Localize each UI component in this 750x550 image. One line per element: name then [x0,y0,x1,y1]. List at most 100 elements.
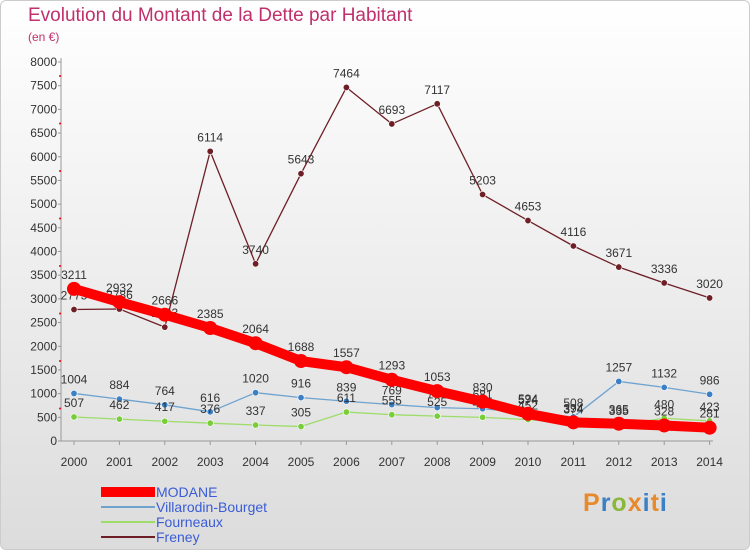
axis-minor-dot [59,75,61,77]
y-tick-label: 0 [50,434,57,448]
data-label-freney: 3336 [651,262,678,276]
data-point-villarodin-bourget [706,390,714,398]
data-label-fourneaux: 507 [64,396,84,410]
axis-minor-dot [59,217,61,220]
data-label-villarodin-bourget: 916 [291,377,311,391]
x-tick-label: 2001 [106,455,133,469]
data-point-freney [388,120,396,128]
data-point-villarodin-bourget [115,395,123,403]
data-label-modane: 1688 [288,340,315,354]
axis-minor-dot [59,360,61,362]
data-point-fourneaux [252,421,260,429]
data-point-modane [67,281,81,296]
data-point-villarodin-bourget [161,401,169,409]
data-label-fourneaux: 374 [563,402,583,416]
data-label-villarodin-bourget: 884 [109,378,129,392]
data-label-modane: 830 [473,381,493,395]
data-label-fourneaux: 423 [700,400,720,414]
data-label-modane: 281 [700,407,720,421]
data-label-fourneaux: 555 [382,394,402,408]
data-point-freney [706,294,714,302]
data-point-villarodin-bourget [388,401,396,409]
data-point-modane [248,336,263,351]
data-label-freney: 4116 [560,225,586,239]
data-label-villarodin-bourget: 1020 [242,372,269,386]
data-point-freney [252,260,260,268]
data-point-fourneaux [70,413,78,421]
data-label-villarodin-bourget: 769 [382,384,402,398]
data-point-freney [70,306,78,314]
y-tick-label: 5500 [30,173,57,187]
data-label-freney: 7464 [333,66,360,80]
data-point-villarodin-bourget [615,377,623,385]
y-tick-label: 7500 [30,79,57,93]
data-point-modane [566,415,581,430]
x-tick-label: 2006 [333,455,360,469]
data-point-fourneaux [342,408,350,416]
legend-item-fourneaux: Fourneaux [101,514,361,530]
x-tick-label: 2003 [197,455,224,469]
data-point-villarodin-bourget [297,394,305,402]
data-point-modane [157,307,172,322]
logo-letter: i [642,489,651,517]
data-point-freney [479,191,487,199]
data-label-villarodin-bourget: 594 [518,392,538,406]
x-tick-label: 2012 [605,455,632,469]
axis-minor-dot [59,265,61,267]
x-tick-label: 2008 [424,455,451,469]
data-point-modane [203,321,218,336]
y-tick-label: 4000 [30,245,57,259]
y-tick-label: 8000 [30,55,57,69]
y-tick-label: 6000 [30,150,57,164]
data-label-villarodin-bourget: 839 [336,380,356,394]
legend-label-modane: MODANE [156,484,218,500]
logo-letter: i [659,489,668,517]
data-point-modane [657,418,672,433]
legend-label-villarodin-bourget: Villarodin-Bourget [156,499,268,515]
axis-minor-dot [59,312,61,315]
data-label-freney: 7117 [424,83,450,97]
proxiti-logo: Proxiti [583,489,668,518]
x-tick-label: 2005 [288,455,315,469]
logo-letter: o [611,489,628,517]
data-point-modane [384,372,399,387]
x-tick-label: 2011 [560,455,586,469]
data-label-freney: 6114 [197,130,223,144]
x-tick-label: 2014 [696,455,723,469]
chart-subtitle: (en €) [28,30,60,44]
data-label-fourneaux: 335 [609,404,629,418]
data-label-fourneaux: 305 [291,406,311,420]
data-label-modane: 574 [518,393,538,407]
data-label-modane: 365 [609,403,629,417]
y-tick-label: 5000 [30,197,57,211]
data-label-fourneaux: 337 [246,404,266,418]
data-point-freney [660,279,668,287]
data-label-freney: 4653 [515,200,542,214]
x-tick-label: 2010 [515,455,542,469]
legend-label-fourneaux: Fourneaux [156,514,223,530]
data-point-freney [342,83,350,91]
y-tick-label: 3500 [30,268,57,282]
data-point-freney [161,323,169,331]
data-label-villarodin-bourget: 1004 [61,372,88,386]
data-label-freney: 3020 [696,277,723,291]
y-tick-label: 500 [37,410,57,424]
logo-letter: r [600,489,612,517]
data-label-fourneaux: 462 [109,398,129,412]
data-point-modane [339,360,354,375]
data-point-villarodin-bourget [433,404,441,412]
y-tick-label: 7000 [30,102,57,116]
data-point-modane [611,416,626,431]
data-point-freney [433,100,441,108]
legend-swatch-fourneaux [101,521,155,523]
y-tick-label: 1000 [30,387,57,401]
data-point-fourneaux [433,412,441,420]
data-label-villarodin-bourget: 764 [155,384,175,398]
y-tick-label: 4500 [30,221,57,235]
axis-minor-dot [59,407,61,410]
data-point-villarodin-bourget [206,408,214,416]
data-label-modane: 1557 [333,346,360,360]
data-point-modane [521,406,535,421]
data-label-villarodin-bourget: 616 [200,391,220,405]
